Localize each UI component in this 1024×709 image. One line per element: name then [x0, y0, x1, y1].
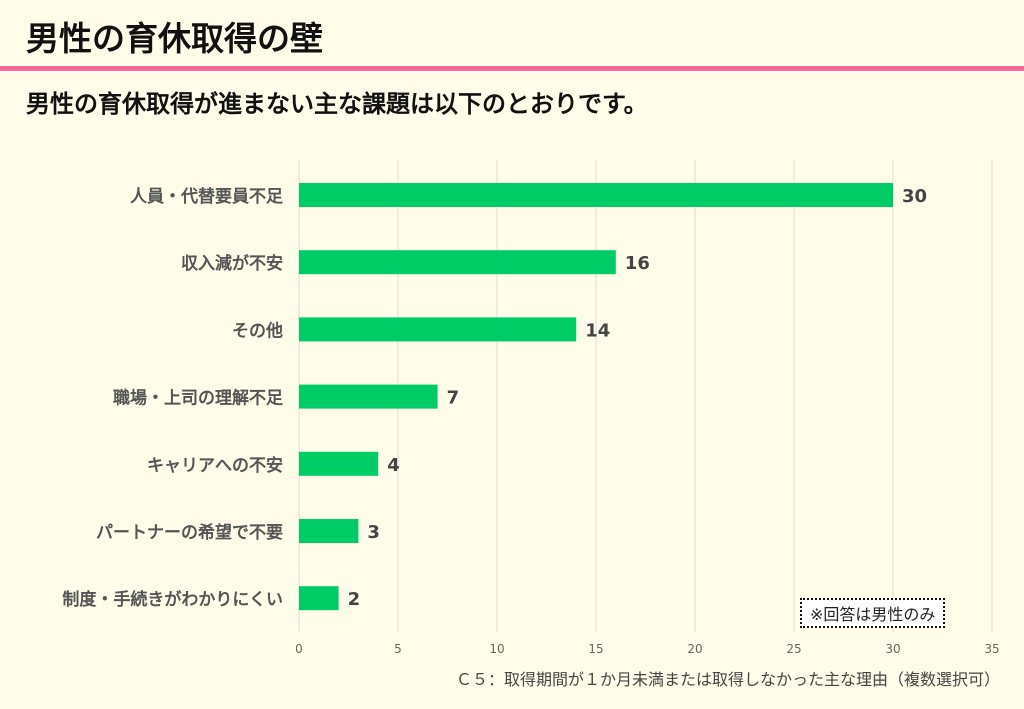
data-label: 2: [348, 589, 361, 610]
x-tick-label: 0: [295, 642, 303, 656]
data-label: 7: [447, 388, 460, 409]
bar: [299, 451, 379, 476]
category-label: その他: [232, 320, 283, 341]
data-label: 4: [387, 455, 400, 476]
page-subtitle: 男性の育休取得が進まない主な課題は以下のとおりです。: [26, 90, 648, 118]
data-label: 16: [625, 253, 650, 274]
bar: [299, 519, 359, 543]
bar: [299, 317, 577, 342]
title-divider: [0, 66, 1024, 71]
x-tick-label: 5: [394, 642, 402, 656]
data-label: 30: [902, 186, 927, 207]
x-tick-label: 35: [984, 642, 999, 656]
bar: [299, 183, 893, 207]
bar: [299, 586, 339, 611]
x-tick-label: 20: [687, 642, 702, 656]
category-label: 職場・上司の理解不足: [113, 388, 283, 409]
bar: [299, 384, 438, 409]
x-tick-label: 25: [786, 642, 801, 656]
data-label: 3: [367, 522, 380, 543]
respondent-note: ※回答は男性のみ: [800, 598, 946, 628]
x-tick-label: 15: [588, 642, 603, 656]
x-tick-label: 10: [489, 642, 504, 656]
category-label: 人員・代替要員不足: [130, 186, 283, 207]
category-label: 収入減が不安: [181, 253, 283, 274]
category-label: キャリアへの不安: [147, 455, 283, 476]
page-title: 男性の育休取得の壁: [26, 19, 323, 58]
bar: [299, 250, 616, 275]
category-label: 制度・手続きがわかりにくい: [62, 589, 283, 610]
chart-footnote: Ｃ５：取得期間が１か月未満または取得しなかった主な理由（複数選択可）: [455, 670, 1000, 689]
category-label: パートナーの希望で不要: [96, 522, 283, 543]
data-label: 14: [585, 320, 610, 341]
x-tick-label: 30: [885, 642, 900, 656]
